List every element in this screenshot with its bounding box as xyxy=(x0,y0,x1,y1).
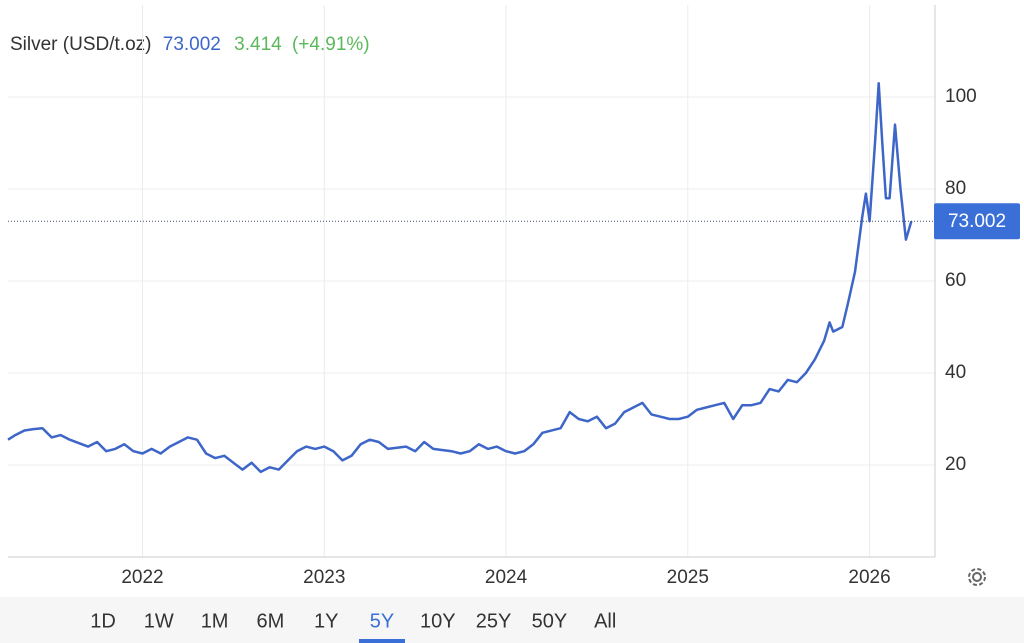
x-tick-label: 2023 xyxy=(303,567,345,588)
price-label: 73.002 xyxy=(948,211,1006,232)
price: 73.002 xyxy=(163,34,221,55)
range-button[interactable]: All xyxy=(594,610,616,632)
y-tick-label: 20 xyxy=(945,454,966,475)
range-bar xyxy=(0,597,1024,643)
range-button[interactable]: 10Y xyxy=(420,610,456,632)
x-tick-label: 2024 xyxy=(485,567,528,588)
range-button[interactable]: 50Y xyxy=(532,610,568,632)
range-button[interactable]: 1M xyxy=(201,610,229,632)
y-tick-label: 80 xyxy=(945,178,966,199)
range-button[interactable]: 25Y xyxy=(476,610,512,632)
range-selected-underline xyxy=(359,639,405,643)
y-tick-label: 60 xyxy=(945,270,966,291)
change: 3.414 xyxy=(234,34,282,55)
x-tick-label: 2026 xyxy=(848,567,890,588)
range-button[interactable]: 1D xyxy=(90,610,116,632)
range-button[interactable]: 1Y xyxy=(314,610,338,632)
x-tick-label: 2025 xyxy=(667,567,709,588)
range-button[interactable]: 1W xyxy=(144,610,174,632)
range-button[interactable]: 5Y xyxy=(370,610,394,632)
price-line xyxy=(7,81,913,474)
price-box xyxy=(934,203,1020,240)
range-button[interactable]: 6M xyxy=(257,610,285,632)
y-tick-label: 40 xyxy=(945,362,966,383)
change-pct: (+4.91%) xyxy=(292,34,370,55)
x-tick-label: 2022 xyxy=(121,567,163,588)
chart-header: Silver (USD/t.oz) 73.002 3.414 (+4.91%) xyxy=(10,34,370,55)
grid xyxy=(8,5,935,557)
y-tick-label: 100 xyxy=(945,86,977,107)
settings-icon[interactable] xyxy=(968,568,986,586)
chart-title: Silver (USD/t.oz) xyxy=(10,34,151,55)
